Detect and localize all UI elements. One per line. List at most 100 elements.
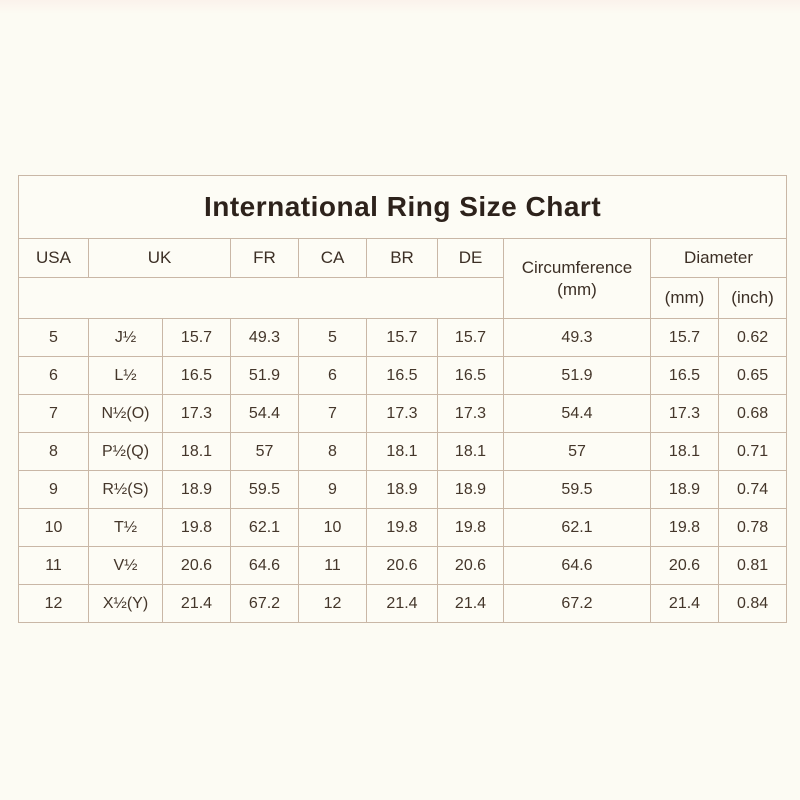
cell: P½(Q)	[88, 432, 163, 471]
cell: J½	[88, 318, 163, 357]
col-header-usa: USA	[18, 238, 89, 278]
col-header-br: BR	[366, 238, 438, 278]
cell: 15.7	[437, 318, 504, 357]
cell: 0.68	[717, 394, 788, 433]
cell: X½(Y)	[88, 584, 163, 623]
col-header-diameter: Diameter	[649, 238, 788, 278]
cell: 57	[503, 432, 651, 471]
cell: 17.3	[162, 394, 231, 433]
col-header-de: DE	[437, 238, 504, 278]
cell: 17.3	[437, 394, 504, 433]
page-title: International Ring Size Chart	[17, 175, 788, 239]
cell: 6	[18, 356, 89, 395]
cell: 11	[18, 546, 89, 585]
cell: 5	[298, 318, 367, 357]
cell: 64.6	[503, 546, 651, 585]
cell: 59.5	[230, 470, 299, 509]
cell: 20.6	[437, 546, 504, 585]
col-header-ca: CA	[298, 238, 367, 278]
cell: 0.78	[717, 508, 788, 547]
cell: 10	[298, 508, 367, 547]
cell: 51.9	[503, 356, 651, 395]
cell: 9	[298, 470, 367, 509]
cell: 18.9	[162, 470, 231, 509]
cell: 54.4	[230, 394, 299, 433]
cell: 12	[18, 584, 89, 623]
cell: 0.81	[717, 546, 788, 585]
cell: 0.65	[717, 356, 788, 395]
cell: 67.2	[230, 584, 299, 623]
cell: 8	[298, 432, 367, 471]
cell: 64.6	[230, 546, 299, 585]
table-row: 8 P½(Q) 18.1 57 8 18.1 18.1 57 18.1 0.71	[18, 432, 788, 471]
col-header-circumference: Circumference (mm)	[503, 238, 651, 319]
cell: 20.6	[366, 546, 438, 585]
table-row: 12 X½(Y) 21.4 67.2 12 21.4 21.4 67.2 21.4 0.84	[18, 584, 788, 623]
cell: 18.1	[366, 432, 438, 471]
cell: 18.1	[650, 432, 719, 471]
cell: 20.6	[162, 546, 231, 585]
cell: R½(S)	[88, 470, 163, 509]
table-row: 11 V½ 20.6 64.6 11 20.6 20.6 64.6 20.6 0.81	[18, 546, 788, 585]
col-header-diameter-inch: (inch)	[717, 277, 788, 319]
cell: 18.1	[162, 432, 231, 471]
cell: 12	[298, 584, 367, 623]
circumference-label-line1: Circumference	[521, 258, 633, 278]
cell: 7	[18, 394, 89, 433]
cell: 20.6	[650, 546, 719, 585]
table-row: 10 T½ 19.8 62.1 10 19.8 19.8 62.1 19.8 0.78	[18, 508, 788, 547]
header-row-2: (mm) (inch)	[18, 277, 788, 319]
cell: 59.5	[503, 470, 651, 509]
cell: 49.3	[230, 318, 299, 357]
cell: 0.74	[717, 470, 788, 509]
cell: 16.5	[366, 356, 438, 395]
title-row: International Ring Size Chart	[17, 175, 788, 239]
cell: T½	[88, 508, 163, 547]
cell: 0.71	[717, 432, 788, 471]
header-row-1: USA UK FR CA BR DE Circumference (mm) Di…	[18, 238, 788, 319]
cell: 17.3	[650, 394, 719, 433]
cell: 11	[298, 546, 367, 585]
cell: 7	[298, 394, 367, 433]
table-body: 5 J½ 15.7 49.3 5 15.7 15.7 49.3 15.7 0.62 6 L½ 16.5 5…	[18, 318, 788, 623]
cell: 0.62	[717, 318, 788, 357]
cell: 16.5	[162, 356, 231, 395]
cell: 21.4	[650, 584, 719, 623]
cell: 18.1	[437, 432, 504, 471]
cell: 5	[18, 318, 89, 357]
cell: 21.4	[366, 584, 438, 623]
header-spacer-cell	[18, 277, 504, 319]
cell: 51.9	[230, 356, 299, 395]
cell: 21.4	[437, 584, 504, 623]
cell: 15.7	[162, 318, 231, 357]
cell: 17.3	[366, 394, 438, 433]
cell: N½(O)	[88, 394, 163, 433]
cell: 57	[230, 432, 299, 471]
col-header-diameter-mm: (mm)	[650, 277, 719, 319]
col-header-uk: UK	[88, 238, 231, 278]
cell: 18.9	[650, 470, 719, 509]
cell: 19.8	[366, 508, 438, 547]
cell: 16.5	[437, 356, 504, 395]
cell: 18.9	[366, 470, 438, 509]
ring-size-table: International Ring Size Chart USA UK FR …	[17, 175, 788, 623]
table-row: 6 L½ 16.5 51.9 6 16.5 16.5 51.9 16.5 0.65	[18, 356, 788, 395]
cell: 18.9	[437, 470, 504, 509]
cell: 54.4	[503, 394, 651, 433]
cell: 15.7	[366, 318, 438, 357]
cell: 9	[18, 470, 89, 509]
cell: 19.8	[437, 508, 504, 547]
cell: 62.1	[230, 508, 299, 547]
cell: 0.84	[717, 584, 788, 623]
cell: L½	[88, 356, 163, 395]
cell: 62.1	[503, 508, 651, 547]
cell: 8	[18, 432, 89, 471]
cell: 19.8	[650, 508, 719, 547]
cell: V½	[88, 546, 163, 585]
circumference-label-line2: (mm)	[557, 279, 597, 299]
col-header-fr: FR	[230, 238, 299, 278]
cell: 15.7	[650, 318, 719, 357]
table-row: 9 R½(S) 18.9 59.5 9 18.9 18.9 59.5 18.9 0.74	[18, 470, 788, 509]
cell: 10	[18, 508, 89, 547]
